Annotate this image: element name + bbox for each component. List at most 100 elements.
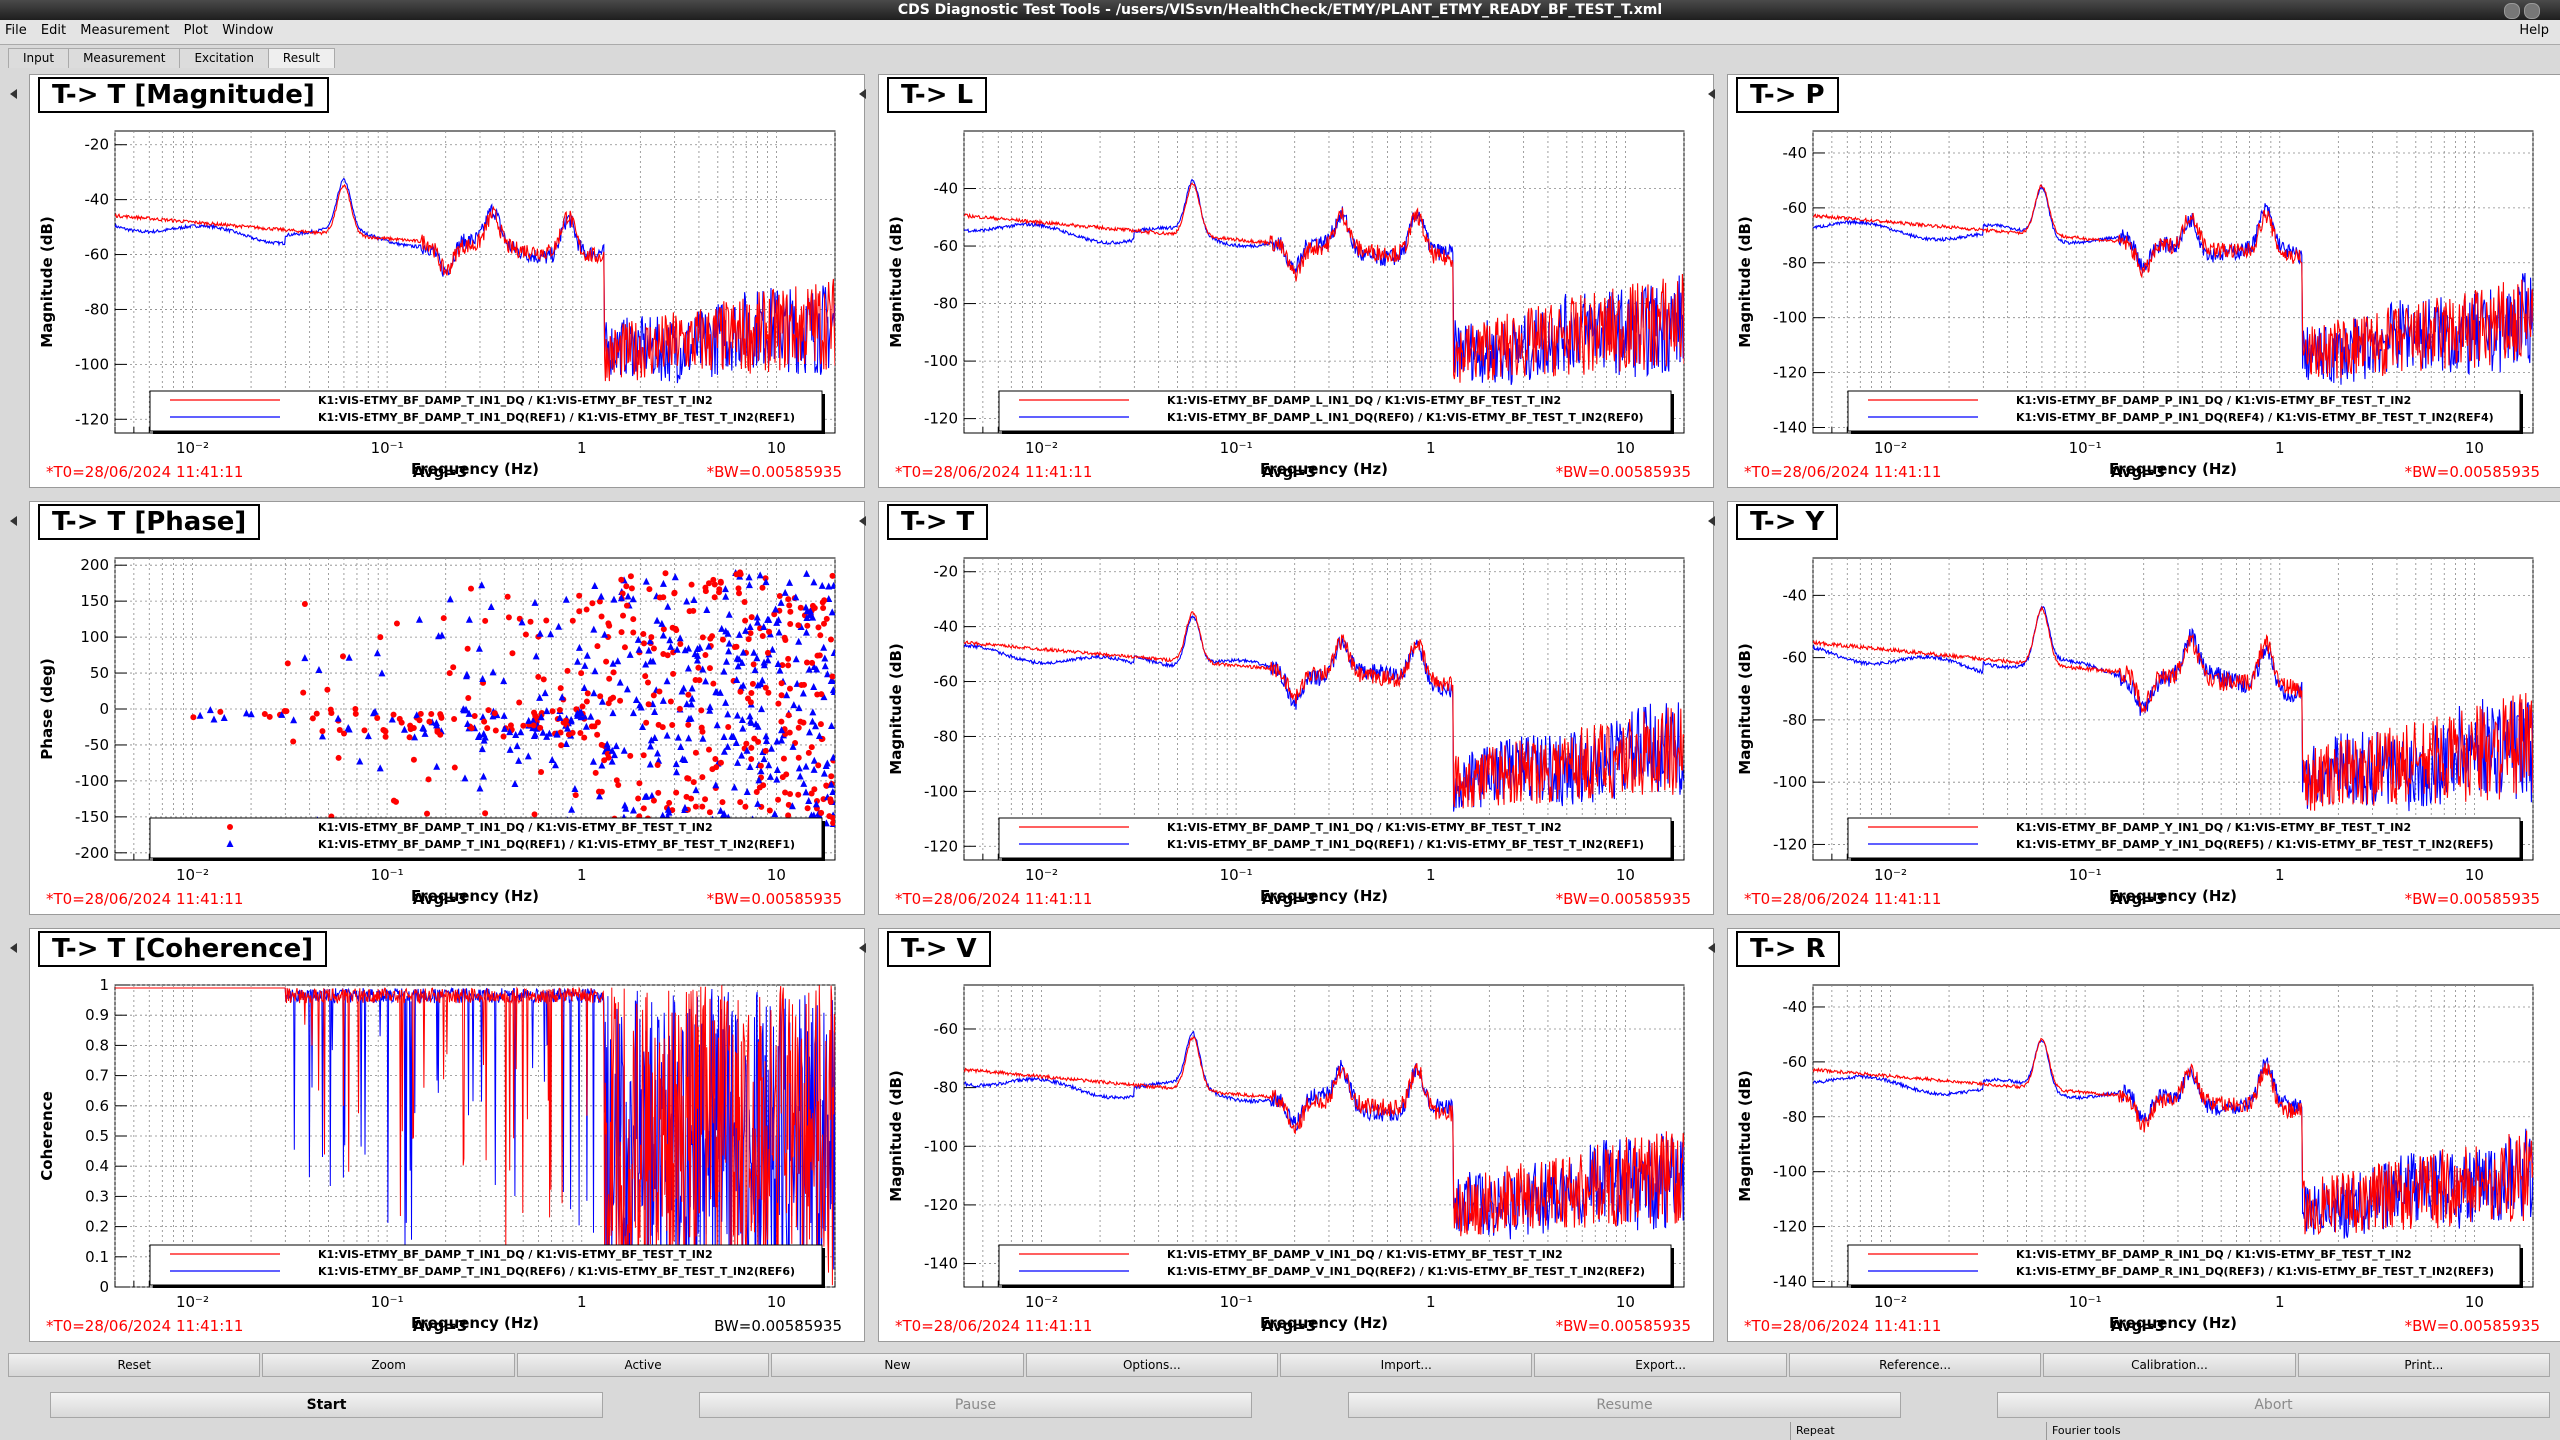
reference-point — [818, 581, 826, 589]
reference-point — [616, 678, 624, 686]
panel-collapse-icon[interactable] — [859, 89, 866, 99]
reference-point — [655, 756, 663, 764]
legend-label: K1:VIS-ETMY_BF_DAMP_Y_IN1_DQ / K1:VIS-ET… — [2016, 821, 2411, 834]
reference-point — [684, 664, 692, 672]
active-button[interactable]: Active — [516, 1353, 770, 1377]
menu-help[interactable]: Help — [2519, 23, 2549, 38]
plot-panel[interactable]: 10⁻² 10⁻¹ 1 10 Frequency (Hz) -20 -40 -60 -80 -10… — [10, 74, 866, 489]
current-point — [281, 708, 288, 715]
y-tick-label: 0.9 — [85, 1006, 109, 1024]
panel-collapse-icon[interactable] — [859, 516, 866, 526]
menu-window[interactable]: Window — [222, 23, 274, 38]
plot-canvas[interactable]: 10⁻² 10⁻¹ 1 10 Frequency (Hz) -20 -40 -60 -80 -10… — [879, 502, 1715, 916]
plot-area[interactable] — [963, 130, 1685, 434]
plot-panel[interactable]: 10⁻² 10⁻¹ 1 10 Frequency (Hz) -40 -60 -80 -100 -1… — [1708, 74, 2560, 489]
reference-point — [413, 711, 421, 719]
plot-panel[interactable]: 10⁻² 10⁻¹ 1 10 Frequency (Hz) -20 -40 -60 -80 -10… — [859, 501, 1715, 916]
legend-box[interactable] — [1847, 1244, 2521, 1286]
panel-collapse-icon[interactable] — [1708, 89, 1715, 99]
legend-box[interactable] — [998, 390, 1672, 432]
reset-button[interactable]: Reset — [8, 1353, 261, 1377]
legend-box[interactable] — [149, 390, 823, 432]
current-point — [828, 773, 835, 780]
current-point — [787, 608, 794, 615]
plot-area[interactable] — [1812, 557, 2534, 861]
new-button[interactable]: New — [771, 1353, 1024, 1377]
plot-area[interactable] — [963, 557, 1685, 861]
current-point — [795, 724, 802, 731]
plot-canvas[interactable]: 10⁻² 10⁻¹ 1 10 Frequency (Hz) -60 -80 -100 -120 -… — [879, 929, 1715, 1343]
options-button[interactable]: Options... — [1025, 1353, 1279, 1377]
current-point — [785, 712, 792, 719]
panel-collapse-icon[interactable] — [859, 943, 866, 953]
start-button[interactable]: Start — [50, 1392, 603, 1418]
current-point — [640, 805, 647, 812]
reference-point — [796, 772, 804, 780]
panel-collapse-icon[interactable] — [1708, 943, 1715, 953]
resume-button[interactable]: Resume — [1348, 1392, 1901, 1418]
plot-canvas[interactable]: 10⁻² 10⁻¹ 1 10 Frequency (Hz) -40 -60 -80 -100 -1… — [1728, 502, 2560, 916]
x-tick-label: 10⁻² — [1874, 866, 1907, 884]
abort-button[interactable]: Abort — [1997, 1392, 2550, 1418]
import-button[interactable]: Import... — [1280, 1353, 1533, 1377]
minimize-icon[interactable] — [2504, 3, 2520, 19]
pause-button[interactable]: Pause — [699, 1392, 1252, 1418]
plot-panel[interactable]: 10⁻² 10⁻¹ 1 10 Frequency (Hz) 1 0.9 0.8 0.7 0.6 0.… — [10, 928, 866, 1343]
legend-box[interactable] — [998, 817, 1672, 859]
plot-panel[interactable]: 10⁻² 10⁻¹ 1 10 Frequency (Hz) -40 -60 -80 -100 -1… — [1708, 928, 2560, 1343]
legend-box[interactable] — [149, 817, 823, 859]
reference-point — [345, 653, 353, 661]
plot-canvas[interactable]: 10⁻² 10⁻¹ 1 10 Frequency (Hz) -40 -60 -80 -100 -1… — [879, 75, 1715, 489]
plot-canvas[interactable]: 10⁻² 10⁻¹ 1 10 Frequency (Hz) 200 150 100 50 0 -50… — [30, 502, 866, 916]
tab-result[interactable]: Result — [267, 48, 335, 68]
legend-box[interactable] — [998, 1244, 1672, 1286]
current-point — [576, 592, 583, 599]
export-button[interactable]: Export... — [1534, 1353, 1787, 1377]
plot-panel[interactable]: 10⁻² 10⁻¹ 1 10 Frequency (Hz) 200 150 100 50 0 -50… — [10, 501, 866, 916]
plot-panel[interactable]: 10⁻² 10⁻¹ 1 10 Frequency (Hz) -60 -80 -100 -120 -… — [859, 928, 1715, 1343]
plot-area[interactable] — [1812, 130, 2534, 434]
x-tick-label: 10⁻² — [176, 1293, 209, 1311]
reference-point — [446, 595, 454, 603]
reference-point — [653, 616, 661, 624]
plot-area[interactable] — [963, 984, 1685, 1288]
plot-canvas[interactable]: 10⁻² 10⁻¹ 1 10 Frequency (Hz) -40 -60 -80 -100 -1… — [1728, 929, 2560, 1343]
plot-area[interactable] — [1812, 984, 2534, 1288]
current-point — [446, 670, 453, 677]
tab-excitation[interactable]: Excitation — [179, 48, 269, 68]
plot-area[interactable] — [114, 130, 836, 434]
menu-edit[interactable]: Edit — [40, 23, 67, 38]
zoom-button[interactable]: Zoom — [262, 1353, 515, 1377]
menu-measurement[interactable]: Measurement — [80, 23, 170, 38]
current-point — [335, 754, 342, 761]
plot-canvas[interactable]: 10⁻² 10⁻¹ 1 10 Frequency (Hz) 1 0.9 0.8 0.7 0.6 0.… — [30, 929, 866, 1343]
panel-collapse-icon[interactable] — [1708, 516, 1715, 526]
reference-point — [795, 764, 803, 772]
plot-panel[interactable]: 10⁻² 10⁻¹ 1 10 Frequency (Hz) -40 -60 -80 -100 -1… — [859, 74, 1715, 489]
reference-button[interactable]: Reference... — [1788, 1353, 2042, 1377]
tab-input[interactable]: Input — [8, 48, 70, 68]
legend-box[interactable] — [1847, 390, 2521, 432]
menu-plot[interactable]: Plot — [183, 23, 209, 38]
reference-point — [537, 713, 545, 721]
plot-canvas[interactable]: 10⁻² 10⁻¹ 1 10 Frequency (Hz) -40 -60 -80 -100 -1… — [1728, 75, 2560, 489]
plot-panel[interactable]: 10⁻² 10⁻¹ 1 10 Frequency (Hz) -40 -60 -80 -100 -1… — [1708, 501, 2560, 916]
calibration-button[interactable]: Calibration... — [2043, 1353, 2296, 1377]
legend-box[interactable] — [149, 1244, 823, 1286]
close-icon[interactable] — [2524, 3, 2540, 19]
legend-box[interactable] — [1847, 817, 2521, 859]
current-point — [787, 791, 794, 798]
current-point — [759, 584, 766, 591]
panel-collapse-icon[interactable] — [10, 943, 17, 953]
print-button[interactable]: Print... — [2297, 1353, 2551, 1377]
menu-file[interactable]: File — [5, 23, 27, 38]
panel-collapse-icon[interactable] — [10, 516, 17, 526]
x-tick-label: 1 — [2275, 1293, 2285, 1311]
reference-point — [591, 667, 599, 675]
current-point — [725, 723, 732, 730]
y-tick-label: 0.4 — [85, 1157, 109, 1175]
panel-collapse-icon[interactable] — [10, 89, 17, 99]
current-point — [771, 611, 778, 618]
plot-canvas[interactable]: 10⁻² 10⁻¹ 1 10 Frequency (Hz) -20 -40 -60 -80 -10… — [30, 75, 866, 489]
tab-measurement[interactable]: Measurement — [68, 48, 181, 68]
